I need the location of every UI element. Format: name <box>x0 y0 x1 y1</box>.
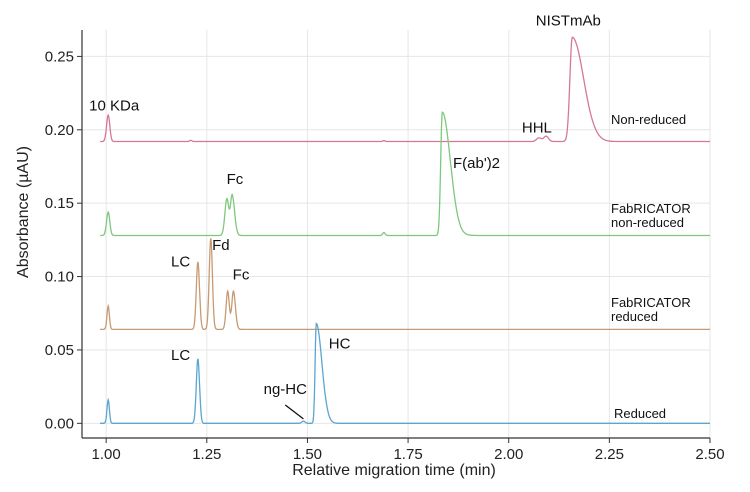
peak-label-0: 10 KDa <box>89 98 140 115</box>
peak-label-6: Fd <box>212 237 230 254</box>
peak-label-4: Fc <box>227 171 244 188</box>
x-tick-label-6: 2.50 <box>695 446 724 463</box>
trace-labels: Non-reducedFabRICATORnon-reducedFabRICAT… <box>611 112 691 421</box>
series-label-2-0: FabRICATOR <box>611 295 691 310</box>
y-tick-label-2: 0.10 <box>45 269 74 286</box>
traces <box>100 36 710 424</box>
y-tick-label-4: 0.20 <box>45 122 74 139</box>
x-tick-label-0: 1.00 <box>92 446 121 463</box>
x-tick-label-4: 2.00 <box>494 446 523 463</box>
series-line-1 <box>100 111 710 237</box>
peak-label-1: NISTmAb <box>536 13 601 30</box>
series-line-3 <box>100 322 710 424</box>
ng-hc-pointer <box>284 404 304 420</box>
peak-label-5: LC <box>171 253 190 270</box>
y-axis-title: Absorbance (µAU) <box>15 146 32 278</box>
x-tick-label-5: 2.25 <box>595 446 624 463</box>
x-tick-label-3: 1.75 <box>393 446 422 463</box>
series-label-1-0: FabRICATOR <box>611 201 691 216</box>
peak-label-9: HC <box>329 335 351 352</box>
x-tick-label-1: 1.25 <box>192 446 221 463</box>
peak-label-7: Fc <box>233 266 250 283</box>
x-tick-label-2: 1.50 <box>293 446 322 463</box>
y-tick-label-3: 0.15 <box>45 195 74 212</box>
y-tick-label-5: 0.25 <box>45 48 74 65</box>
series-label-3-0: Reduced <box>614 406 666 421</box>
x-axis-title: Relative migration time (min) <box>292 462 496 479</box>
axis-ticks: 1.00 1.25 1.50 1.75 2.00 2.25 2.50 0.00 0.05 0.10… <box>45 48 725 463</box>
peak-label-8: LC <box>171 347 190 364</box>
grid <box>82 30 711 438</box>
y-tick-label-1: 0.05 <box>45 342 74 359</box>
peak-label-2: HHL <box>522 120 552 137</box>
series-label-0-0: Non-reduced <box>611 112 686 127</box>
axes-frame <box>81 30 710 439</box>
peak-label-10: ng-HC <box>264 381 308 398</box>
series-label-2-1: reduced <box>611 309 658 324</box>
series-line-2 <box>100 238 710 331</box>
y-tick-label-0: 0.00 <box>45 415 74 432</box>
peak-label-3: F(ab')2 <box>453 155 500 172</box>
series-line-0 <box>100 36 710 143</box>
series-label-1-1: non-reduced <box>611 215 684 230</box>
